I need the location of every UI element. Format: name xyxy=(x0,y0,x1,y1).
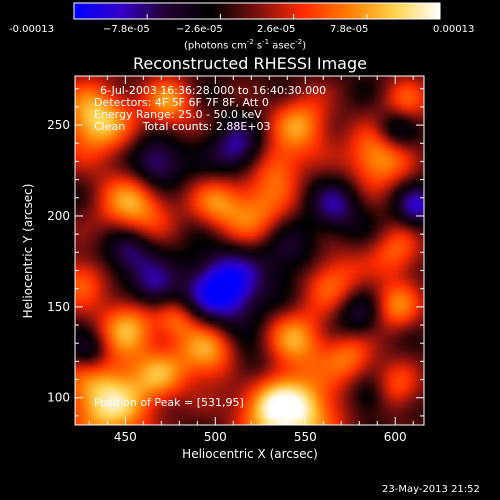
x-tick-label: 450 xyxy=(114,430,137,444)
colorbar xyxy=(73,2,441,20)
unit-part: (photons cm xyxy=(184,40,247,52)
colorbar-tick-label: −7.8e-05 xyxy=(103,24,150,35)
x-tick-label: 550 xyxy=(294,430,317,444)
unit-sup: -1 xyxy=(262,38,270,46)
y-axis-label: Heliocentric Y (arcsec) xyxy=(21,183,35,319)
colorbar-gradient xyxy=(73,2,441,20)
y-tick-label: 250 xyxy=(47,118,70,132)
colorbar-tick-label: -0.00013 xyxy=(9,24,54,35)
footer-date: 23-May-2013 21:52 xyxy=(382,484,480,495)
colorbar-tick-label: 7.8e-05 xyxy=(330,24,369,35)
info-energy-range: Energy Range: 25.0 - 50.0 keV xyxy=(94,108,262,121)
x-axis-label: Heliocentric X (arcsec) xyxy=(182,447,318,461)
y-tick-label: 150 xyxy=(47,300,70,314)
info-detectors: Detectors: 4F 5F 6F 7F 8F, Att 0 xyxy=(94,96,269,109)
colorbar-ticks xyxy=(73,14,441,19)
chart-title: Reconstructed RHESSI Image xyxy=(133,54,367,73)
peak-position-label: Position of Peak = [531,95] xyxy=(94,396,244,409)
plot-frame xyxy=(74,75,425,426)
unit-sup: -2 xyxy=(295,38,303,46)
heatmap-image xyxy=(75,76,424,425)
colorbar-tick-label: 0.00013 xyxy=(433,24,475,35)
y-tick-label: 100 xyxy=(47,391,70,405)
unit-part: ) xyxy=(302,40,307,52)
y-tick-label: 200 xyxy=(47,209,70,223)
colorbar-unit: (photons cm-2 s-1 asec-2) xyxy=(184,38,306,51)
unit-part: asec xyxy=(269,40,296,52)
unit-sup: -2 xyxy=(246,38,254,46)
unit-part: s xyxy=(253,40,263,52)
colorbar-tick-label: −2.6e-05 xyxy=(176,24,223,35)
x-tick-label: 500 xyxy=(204,430,227,444)
x-tick-label: 600 xyxy=(384,430,407,444)
info-counts: Clean Total counts: 2.88E+03 xyxy=(94,120,271,133)
info-time-range: 6-Jul-2003 16:36:28.000 to 16:40:30.000 xyxy=(100,84,327,97)
colorbar-tick-label: 2.6e-05 xyxy=(257,24,296,35)
